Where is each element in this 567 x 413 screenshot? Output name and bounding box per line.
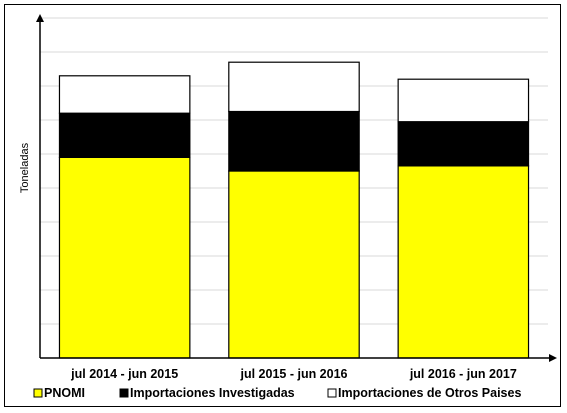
legend-swatch (327, 388, 337, 398)
bar-segment (228, 170, 360, 359)
bars (58, 61, 530, 359)
bar-segment (58, 112, 191, 158)
bar-segment (58, 156, 191, 359)
legend-swatch (119, 388, 129, 398)
bar-segment (228, 61, 360, 113)
legend-label: Importaciones de Otros Paises (338, 386, 521, 400)
x-tick-labels: jul 2014 - jun 2015 jul 2015 - jun 2016 ju… (70, 367, 517, 381)
legend-label: PNOMI (44, 386, 85, 400)
bar-segment (397, 121, 530, 167)
axes (36, 14, 557, 362)
legend-label: Importaciones Investigadas (130, 386, 295, 400)
bar-segment (397, 78, 530, 123)
legend: PNOMI Importaciones Investigadas Importaci… (33, 386, 521, 400)
x-tick-label: jul 2016 - jun 2017 (409, 367, 517, 381)
x-tick-label: jul 2014 - jun 2015 (70, 367, 178, 381)
y-axis-label: Toneladas (19, 142, 31, 193)
bar-segment (228, 110, 360, 172)
legend-swatch (33, 388, 43, 398)
x-tick-label: jul 2015 - jun 2016 (240, 367, 348, 381)
bar-segment (58, 75, 191, 114)
bar-segment (397, 165, 530, 359)
